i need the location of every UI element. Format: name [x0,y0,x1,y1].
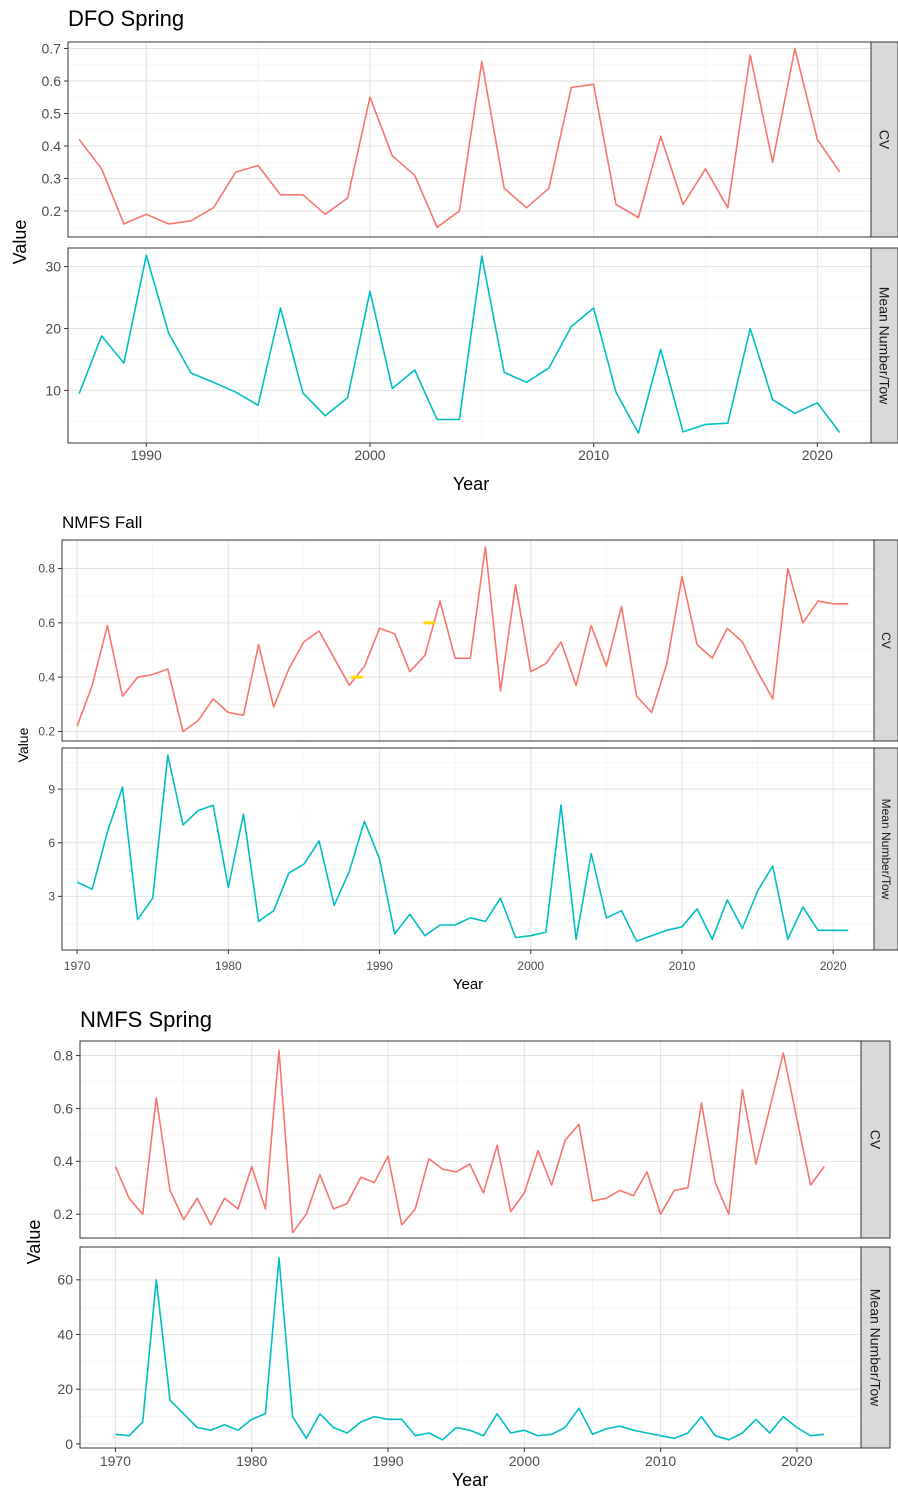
x-tick-label: 2020 [781,1453,812,1469]
x-axis-label: Year [452,1470,488,1490]
highlight-marker [351,676,363,679]
y-tick-label: 10 [45,382,61,398]
y-tick-label: 20 [57,1381,73,1397]
x-tick-label: 2010 [578,447,609,463]
x-axis-label: Year [453,474,489,494]
series-line [77,547,848,732]
x-tick-label: 1990 [366,959,393,973]
x-tick-label: 2020 [820,959,847,973]
x-tick-label: 2000 [509,1453,540,1469]
y-axis-label: Value [24,1220,44,1265]
x-tick-label: 1970 [64,959,91,973]
y-tick-label: 0.2 [38,725,55,739]
facet-strip-label: Mean Number/Tow [877,287,893,405]
y-tick-label: 0.7 [42,40,62,56]
panel-border [62,540,874,741]
highlight-marker [423,621,435,624]
y-axis-label: Value [10,220,30,265]
chart-title: NMFS Fall [62,513,142,532]
y-tick-label: 0.4 [38,670,55,684]
y-tick-label: 0.2 [42,203,62,219]
y-tick-label: 40 [57,1326,73,1342]
x-tick-label: 1970 [100,1453,131,1469]
facet-strip-label: Mean Number/Tow [879,799,893,900]
x-tick-label: 2010 [645,1453,676,1469]
y-tick-label: 0.8 [38,562,55,576]
x-tick-label: 2000 [354,447,385,463]
y-tick-label: 6 [48,836,55,850]
y-tick-label: 0.6 [38,616,55,630]
x-tick-label: 1980 [215,959,242,973]
y-tick-label: 0.6 [54,1100,74,1116]
chart-title: NMFS Spring [80,1007,212,1032]
y-tick-label: 0.8 [54,1047,74,1063]
y-tick-label: 60 [57,1272,73,1288]
x-tick-label: 2010 [669,959,696,973]
y-tick-label: 20 [45,320,61,336]
y-tick-label: 0.2 [54,1206,74,1222]
panel-border [80,1041,861,1238]
y-tick-label: 3 [48,890,55,904]
y-tick-label: 30 [45,258,61,274]
x-tick-label: 1990 [372,1453,403,1469]
x-tick-label: 1990 [131,447,162,463]
y-tick-label: 0.4 [42,138,62,154]
x-tick-label: 2020 [802,447,833,463]
y-axis-label: Value [15,727,31,762]
panel-border [80,1247,861,1448]
facet-strip-label: CV [877,130,893,150]
y-tick-label: 0.3 [42,170,62,186]
x-tick-label: 1980 [236,1453,267,1469]
series-line [115,1258,824,1440]
x-tick-label: 2000 [517,959,544,973]
series-line [79,255,840,433]
facet-strip-label: CV [868,1130,884,1150]
y-tick-label: 9 [48,782,55,796]
series-line [115,1050,824,1232]
facet-strip-label: Mean Number/Tow [868,1289,884,1407]
y-tick-label: 0.6 [42,73,62,89]
y-tick-label: 0.5 [42,105,62,121]
series-line [77,755,848,941]
y-tick-label: 0 [65,1436,73,1452]
chart-title: DFO Spring [68,6,184,31]
facet-strip-label: CV [879,632,893,649]
series-line [79,49,840,228]
x-axis-label: Year [453,976,483,993]
y-tick-label: 0.4 [54,1153,74,1169]
